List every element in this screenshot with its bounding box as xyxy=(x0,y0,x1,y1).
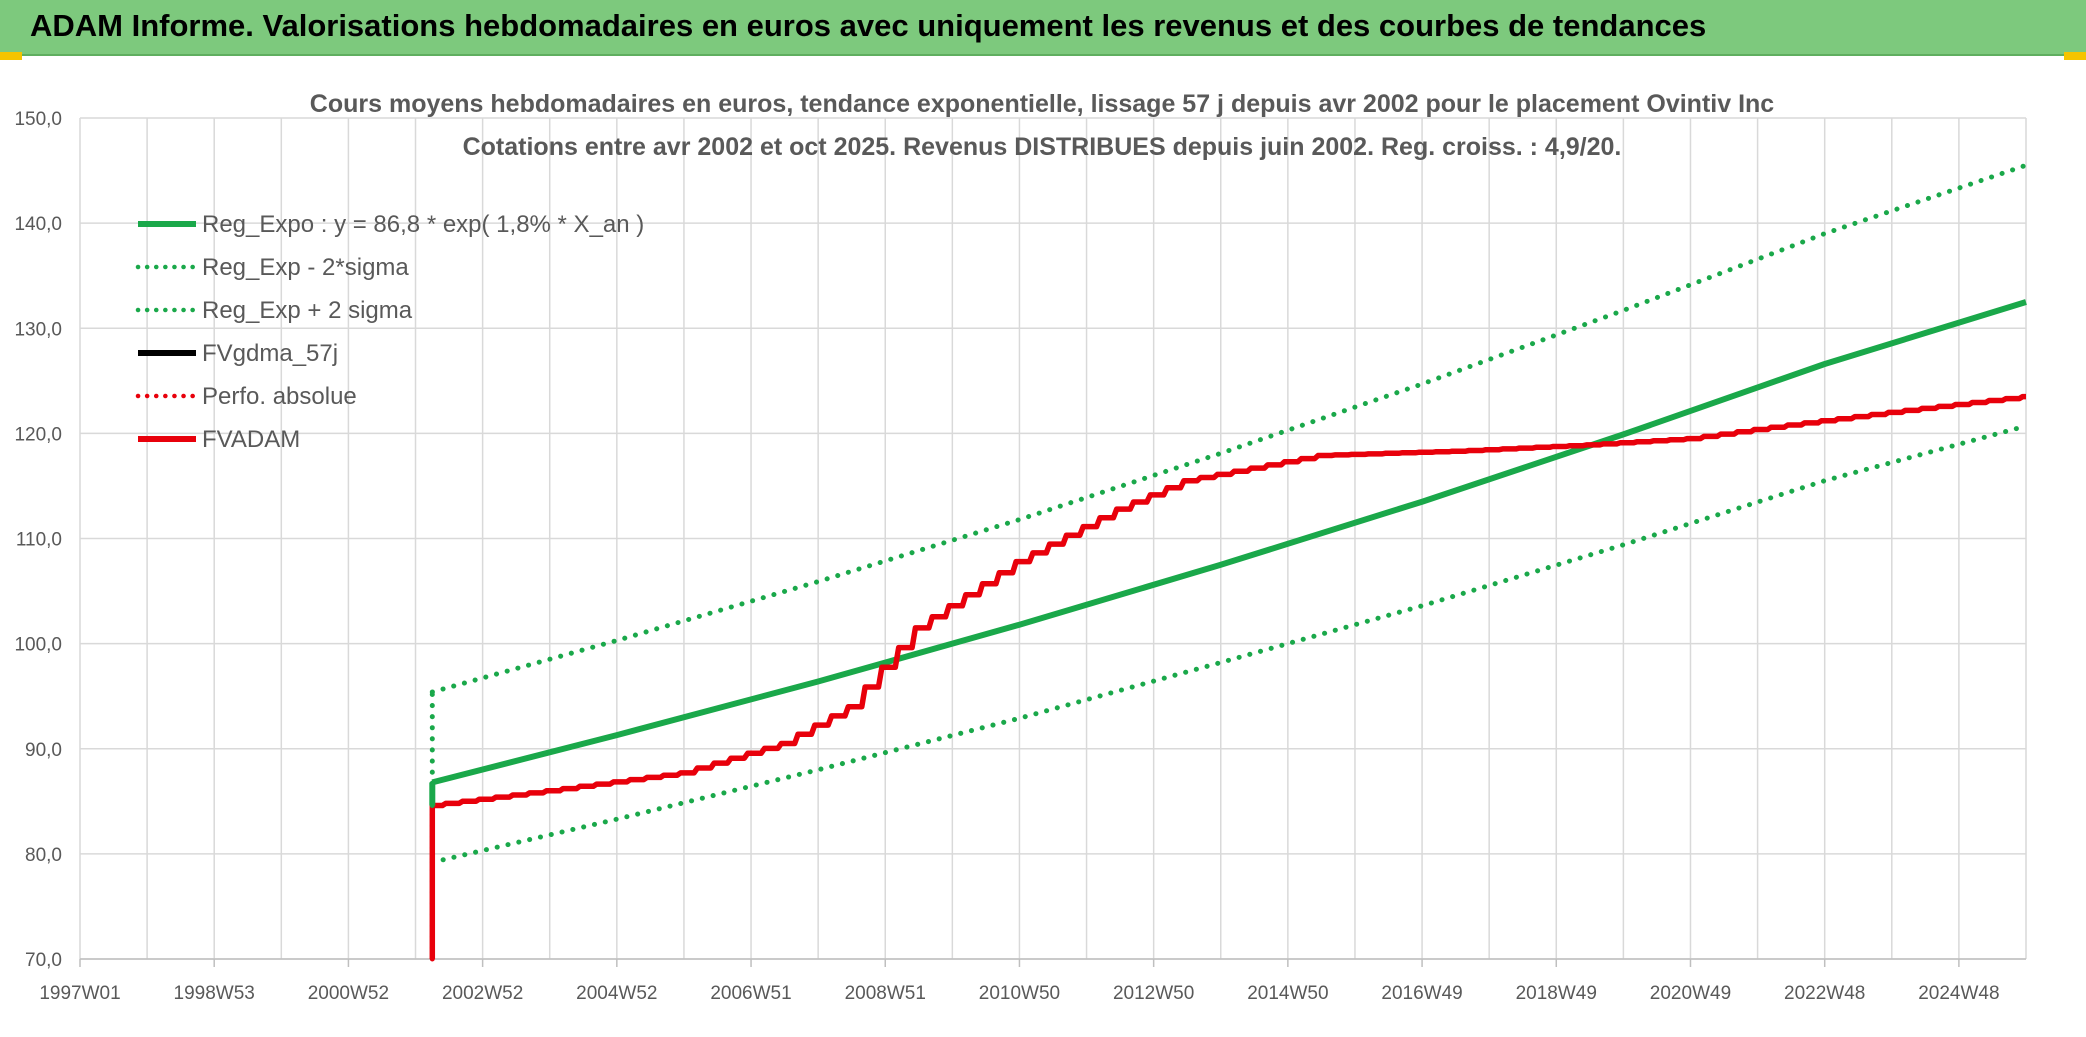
x-tick-label: 1997W01 xyxy=(39,983,120,1004)
corner-marker-left xyxy=(0,52,22,60)
series-line-reg-expo-y-86-8-exp-1-8-x-an xyxy=(431,299,2027,786)
legend-label: Reg_Expo : y = 86,8 * exp( 1,8% * X_an ) xyxy=(202,211,644,238)
x-tick-label: 2006W51 xyxy=(710,983,791,1004)
legend-label: Reg_Exp + 2 sigma xyxy=(202,297,413,324)
y-tick-label: 110,0 xyxy=(16,530,62,551)
x-tick-label: 2018W49 xyxy=(1516,983,1597,1004)
x-tick-label: 2022W48 xyxy=(1784,983,1865,1004)
x-tick-label: 2008W51 xyxy=(845,983,926,1004)
legend-label: Reg_Exp - 2*sigma xyxy=(202,254,409,281)
corner-marker-right xyxy=(2064,52,2086,60)
x-tick-label: 2000W52 xyxy=(308,983,389,1004)
legend-label: FVgdma_57j xyxy=(202,340,338,367)
axes: 70,0 80,0 90,0 100,0 110,0 120,0 130,0 140,0 150… xyxy=(14,109,2026,1004)
chart-subtitle: Cotations entre avr 2002 et oct 2025. Re… xyxy=(463,133,1622,161)
x-tick-label: 2002W52 xyxy=(442,983,523,1004)
series-lines xyxy=(429,162,2029,962)
y-tick-label: 100,0 xyxy=(14,635,62,656)
y-tick-label: 70,0 xyxy=(25,950,62,971)
y-tick-label: 90,0 xyxy=(25,740,62,761)
legend-label: FVADAM xyxy=(202,426,300,453)
report-title: ADAM Informe. Valorisations hebdomadaire… xyxy=(30,8,1707,43)
y-tick-label: 130,0 xyxy=(14,319,62,340)
report-banner: ADAM Informe. Valorisations hebdomadaire… xyxy=(0,0,2086,56)
series-line-fvgdma-57j xyxy=(432,395,2026,807)
legend: Reg_Expo : y = 86,8 * exp( 1,8% * X_an )… xyxy=(135,211,644,453)
x-tick-label: 2012W50 xyxy=(1113,983,1194,1004)
x-tick-label: 2004W52 xyxy=(576,983,657,1004)
chart-canvas: 70,0 80,0 90,0 100,0 110,0 120,0 130,0 140,0 150… xyxy=(14,90,2029,1004)
x-tick-label: 2016W49 xyxy=(1381,983,1462,1004)
grid xyxy=(79,117,2027,960)
chart-title: Cours moyens hebdomadaires en euros, ten… xyxy=(310,90,1774,118)
x-tick-label: 2024W48 xyxy=(1918,983,1999,1004)
y-tick-label: 80,0 xyxy=(25,845,62,866)
legend-label: Perfo. absolue xyxy=(202,383,357,410)
y-tick-label: 150,0 xyxy=(14,109,62,130)
x-tick-label: 2020W49 xyxy=(1650,983,1731,1004)
x-tick-label: 2014W50 xyxy=(1247,983,1328,1004)
y-tick-label: 140,0 xyxy=(14,214,62,235)
series-line-reg-exp-2-sigma xyxy=(429,162,2029,695)
x-tick-label: 2010W50 xyxy=(979,983,1060,1004)
x-tick-label: 1998W53 xyxy=(174,983,255,1004)
series-line-fvadam xyxy=(429,393,2026,959)
y-tick-label: 120,0 xyxy=(14,424,62,445)
